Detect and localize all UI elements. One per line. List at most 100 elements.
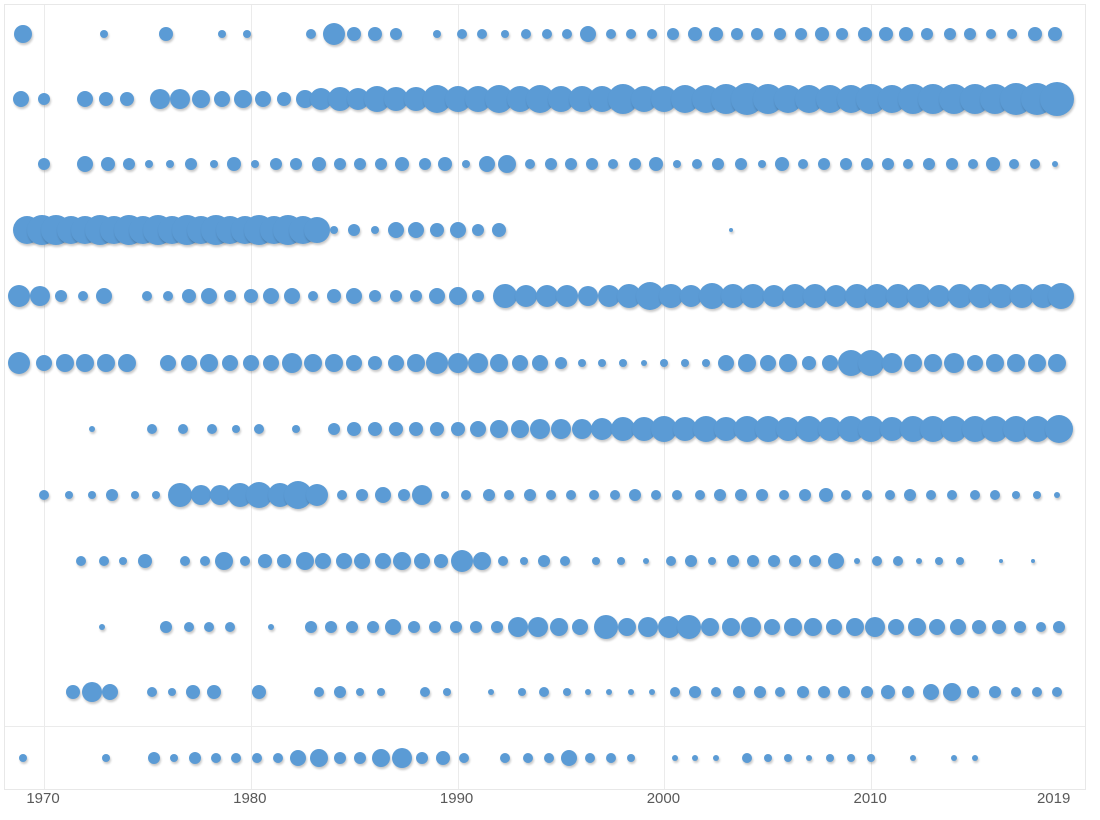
bubble[interactable]: [763, 619, 780, 635]
bubble[interactable]: [709, 27, 724, 41]
bubble[interactable]: [523, 489, 536, 501]
bubble[interactable]: [628, 689, 635, 695]
bubble[interactable]: [489, 420, 508, 438]
bubble[interactable]: [269, 158, 282, 170]
bubble[interactable]: [438, 157, 453, 171]
bubble[interactable]: [1054, 492, 1061, 498]
bubble[interactable]: [946, 490, 957, 500]
bubble[interactable]: [1030, 559, 1035, 563]
bubble[interactable]: [8, 352, 31, 374]
bubble[interactable]: [268, 624, 275, 630]
bubble[interactable]: [432, 30, 441, 38]
bubble[interactable]: [310, 749, 329, 767]
bubble[interactable]: [263, 355, 280, 371]
bubble[interactable]: [181, 289, 196, 303]
bubble[interactable]: [598, 359, 607, 367]
bubble[interactable]: [200, 354, 219, 372]
bubble[interactable]: [214, 552, 233, 570]
bubble[interactable]: [429, 422, 444, 436]
bubble[interactable]: [1014, 621, 1027, 633]
bubble[interactable]: [472, 290, 485, 302]
bubble[interactable]: [565, 158, 578, 170]
bubble[interactable]: [142, 291, 153, 301]
bubble[interactable]: [39, 490, 49, 500]
bubble[interactable]: [101, 157, 116, 171]
bubble[interactable]: [591, 418, 614, 440]
bubble[interactable]: [618, 618, 637, 636]
bubble[interactable]: [428, 621, 441, 633]
bubble[interactable]: [921, 28, 934, 40]
bubble[interactable]: [861, 158, 874, 170]
bubble[interactable]: [356, 489, 369, 501]
bubble[interactable]: [119, 92, 134, 106]
bubble[interactable]: [1010, 687, 1021, 697]
bubble[interactable]: [387, 355, 404, 371]
bubble[interactable]: [314, 687, 325, 697]
bubble[interactable]: [867, 754, 876, 762]
bubble[interactable]: [254, 424, 265, 434]
bubble[interactable]: [322, 23, 345, 45]
bubble[interactable]: [305, 484, 328, 506]
bubble[interactable]: [545, 490, 556, 500]
bubble[interactable]: [825, 754, 834, 762]
bubble[interactable]: [560, 556, 571, 566]
bubble[interactable]: [969, 490, 980, 500]
bubble[interactable]: [742, 753, 753, 763]
bubble[interactable]: [685, 555, 698, 567]
bubble[interactable]: [989, 284, 1014, 308]
bubble[interactable]: [347, 422, 362, 436]
bubble[interactable]: [841, 490, 852, 500]
bubble[interactable]: [1048, 27, 1063, 41]
bubble[interactable]: [472, 224, 485, 236]
bubble[interactable]: [915, 558, 922, 564]
bubble[interactable]: [468, 353, 489, 373]
bubble[interactable]: [677, 615, 702, 639]
bubble[interactable]: [389, 290, 402, 302]
bubble[interactable]: [747, 555, 760, 567]
bubble[interactable]: [605, 29, 616, 39]
bubble[interactable]: [295, 90, 314, 108]
bubble[interactable]: [146, 424, 157, 434]
bubble[interactable]: [242, 355, 259, 371]
bubble[interactable]: [255, 91, 272, 107]
bubble[interactable]: [935, 557, 944, 565]
bubble[interactable]: [825, 619, 842, 635]
bubble[interactable]: [734, 489, 747, 501]
bubble[interactable]: [335, 553, 352, 569]
bubble[interactable]: [511, 355, 528, 371]
bubble[interactable]: [680, 285, 703, 307]
bubble[interactable]: [814, 27, 829, 41]
bubble[interactable]: [54, 290, 67, 302]
bubble[interactable]: [246, 482, 273, 508]
bubble[interactable]: [926, 490, 937, 500]
bubble[interactable]: [904, 489, 917, 501]
bubble[interactable]: [470, 621, 483, 633]
bubble[interactable]: [872, 556, 883, 566]
bubble[interactable]: [385, 619, 402, 635]
bubble[interactable]: [757, 160, 766, 168]
bubble[interactable]: [1048, 354, 1067, 372]
bubble[interactable]: [804, 618, 823, 636]
bubble[interactable]: [967, 159, 978, 169]
bubble[interactable]: [429, 223, 444, 237]
bubble[interactable]: [657, 616, 680, 638]
bubble[interactable]: [410, 290, 423, 302]
bubble[interactable]: [907, 618, 926, 636]
bubble[interactable]: [541, 29, 552, 39]
bubble[interactable]: [627, 754, 636, 762]
bubble[interactable]: [586, 158, 599, 170]
bubble[interactable]: [754, 416, 781, 442]
bubble[interactable]: [629, 489, 642, 501]
bubble[interactable]: [999, 559, 1004, 563]
bubble[interactable]: [333, 686, 346, 698]
bubble[interactable]: [651, 416, 678, 442]
bubble[interactable]: [714, 489, 727, 501]
bubble[interactable]: [1052, 687, 1063, 697]
bubble[interactable]: [185, 685, 200, 699]
bubble[interactable]: [989, 686, 1002, 698]
bubble[interactable]: [1027, 27, 1042, 41]
bubble[interactable]: [407, 354, 426, 372]
bubble[interactable]: [170, 89, 191, 109]
bubble[interactable]: [563, 688, 572, 696]
bubble[interactable]: [354, 553, 371, 569]
